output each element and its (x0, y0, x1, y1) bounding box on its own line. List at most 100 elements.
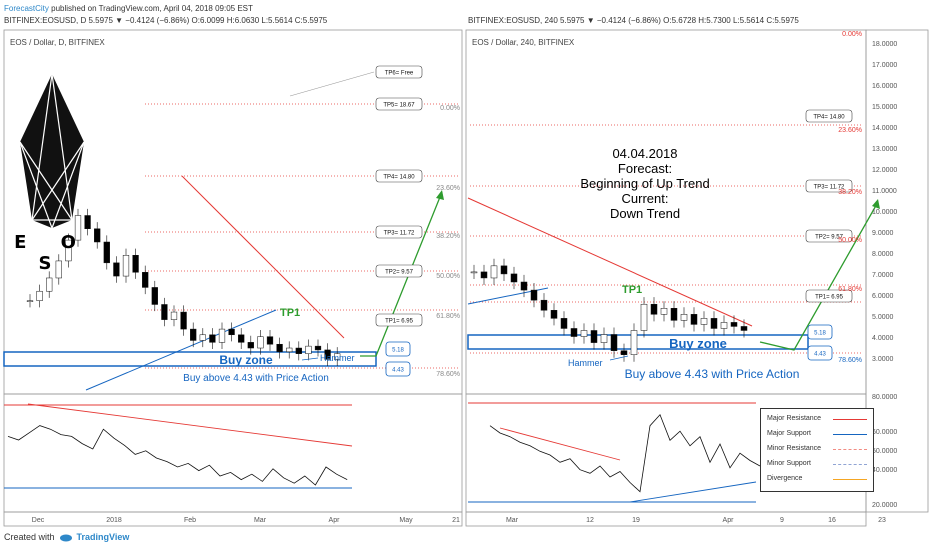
right-zone-lower: 4.43 (814, 352, 826, 358)
left-buy-zone (3, 351, 377, 367)
left-candle (132, 255, 139, 273)
right-candle (540, 299, 548, 311)
publish-line: ForecastCity published on TradingView.co… (4, 3, 253, 14)
left-candle (199, 334, 206, 341)
brand-link[interactable]: ForecastCity (4, 4, 49, 13)
right-zone-upper: 5.18 (814, 331, 826, 337)
price-axis-tick: 3.0000 (872, 356, 894, 363)
left-buy-zone-label: Buy zone (219, 353, 273, 367)
left-ind-trend (27, 403, 353, 447)
right-indicator-line (489, 413, 761, 493)
right-candle (560, 318, 568, 329)
right-buy-above: Buy above 4.43 with Price Action (625, 367, 800, 381)
price-axis-tick: 7.0000 (872, 272, 894, 279)
left-time-axis[interactable] (3, 511, 463, 527)
right-candle (640, 303, 648, 331)
right-candle (570, 328, 578, 337)
right-zone-lower-box (807, 345, 833, 361)
right-fib-lines (470, 124, 862, 354)
current-heading: Current: (621, 191, 669, 206)
right-ind-support-trend (629, 481, 757, 503)
left-tp-label-box (375, 65, 423, 79)
forecast-heading: Forecast: (617, 161, 673, 176)
right-x-tick: 9 (780, 517, 784, 524)
left-tp-label-box (375, 225, 423, 239)
price-axis-tick: 11.0000 (872, 188, 897, 195)
tp6-pointer (289, 71, 375, 97)
price-axis-tick: 14.0000 (872, 125, 897, 132)
right-time-axis[interactable] (465, 511, 867, 527)
left-forecast-path (360, 191, 443, 357)
left-zone-lower-box (385, 361, 411, 377)
left-candle (84, 215, 91, 229)
left-fib-label: 0.00% (440, 105, 460, 112)
forecast-text: 04.04.2018 Forecast: Beginning of Up Tre… (560, 146, 730, 221)
left-candle (46, 277, 53, 292)
price-axis-tick: 8.0000 (872, 251, 894, 258)
indicator-axis-tick: 40.0000 (872, 467, 897, 474)
left-tp-label-box (375, 97, 423, 111)
right-buy-zone (467, 334, 809, 350)
right-candle (620, 350, 628, 355)
left-candle (324, 349, 331, 360)
left-candle (266, 336, 274, 345)
left-candle (228, 328, 235, 336)
left-candle (113, 262, 120, 277)
indicator-axis-tick: 60.0000 (872, 429, 897, 436)
price-axis-tick: 4.0000 (872, 335, 894, 342)
right-price-axis[interactable] (865, 29, 929, 513)
right-buy-zone-label: Buy zone (669, 336, 727, 351)
left-candle (103, 241, 110, 264)
left-buy-above: Buy above 4.43 with Price Action (183, 373, 329, 384)
right-candle (580, 330, 588, 337)
left-x-tick: Dec (32, 517, 45, 524)
left-candle (65, 239, 72, 262)
right-forecast-path (759, 201, 879, 351)
left-candle (170, 311, 178, 320)
left-candle (55, 260, 62, 279)
right-x-tick: Mar (506, 517, 519, 524)
right-candle (710, 318, 718, 329)
right-candle (590, 330, 598, 343)
left-candle (247, 342, 254, 349)
left-candle (161, 304, 168, 320)
price-axis-tick: 16.0000 (872, 83, 897, 90)
right-x-tick: 19 (632, 517, 640, 524)
right-hammer-label: Hammer (568, 358, 603, 368)
price-axis-tick: 10.0000 (872, 209, 897, 216)
current-value: Down Trend (609, 206, 681, 221)
left-x-tick: 21 (452, 517, 460, 524)
left-hammer-label: Hammer (320, 353, 355, 363)
right-hammer-arrow (609, 355, 629, 361)
price-axis-tick: 13.0000 (872, 146, 897, 153)
left-x-tick: Apr (329, 517, 341, 524)
right-fib-label: 0.00% (842, 31, 862, 38)
left-tp-label: TP4= 14.80 (383, 175, 415, 181)
legend-swatch (833, 479, 867, 480)
left-tp-label: TP2= 9.57 (385, 270, 414, 276)
forecast-value: Beginning of Up Trend (580, 176, 710, 191)
tradingview-link[interactable]: TradingView (76, 532, 130, 542)
left-fib-label: 38.20% (436, 233, 460, 240)
left-candle (218, 328, 226, 343)
left-candle (122, 255, 130, 277)
left-candle (26, 300, 34, 302)
left-fib-label: 23.60% (436, 185, 460, 192)
right-candle (630, 330, 638, 355)
footer: Created with TradingView (4, 532, 129, 542)
right-tp-label-box (805, 179, 853, 193)
legend-minor-support: Minor Support (767, 460, 811, 467)
right-candle (740, 326, 748, 331)
left-indicator-line (7, 425, 348, 486)
left-candle (334, 353, 341, 360)
right-quote: BITFINEX:EOSUSD, 240 5.5975 ▼ −0.4124 (−… (468, 16, 799, 25)
left-candle (305, 345, 312, 354)
left-fib-label: 50.00% (436, 273, 460, 280)
left-candle (142, 272, 149, 288)
left-fib-label: 61.80% (436, 313, 460, 320)
left-fib-label: 78.60% (436, 371, 460, 378)
left-indicator-pane[interactable] (3, 393, 463, 513)
right-candle (730, 322, 738, 327)
right-candle (520, 281, 528, 291)
